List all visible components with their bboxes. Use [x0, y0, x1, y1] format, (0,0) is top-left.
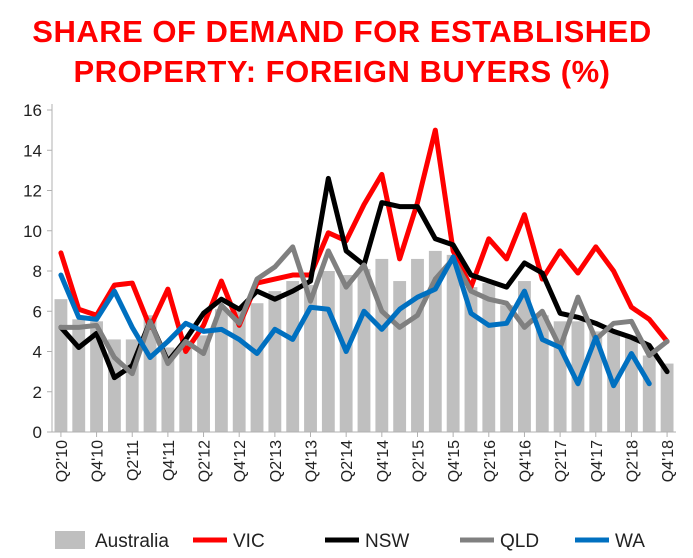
- y-tick-label-4: 4: [33, 343, 42, 362]
- x-tick-label-q4-14: Q4'14: [375, 440, 392, 482]
- chart-legend: Australia VIC NSW QLD WA: [55, 531, 645, 552]
- bar-australia-q4-10: [90, 321, 103, 432]
- bar-australia-q3-12: [214, 309, 228, 432]
- x-tick-label-q4-10: Q4'10: [90, 440, 107, 482]
- bar-australia-q3-15: [428, 250, 442, 433]
- bar-australia-q4-13: [304, 285, 317, 432]
- legend-label-vic: VIC: [233, 531, 265, 552]
- x-tick-label-q4-17: Q4'17: [589, 440, 606, 482]
- x-tick-label-q4-16: Q4'16: [517, 440, 534, 482]
- x-tick-label-q4-13: Q4'13: [304, 440, 321, 482]
- bar-australia-q4-12: [232, 311, 246, 432]
- x-tick-label-q2-15: Q2'15: [410, 440, 427, 482]
- chart-title-line-1: SHARE OF DEMAND FOR ESTABLISHED: [32, 14, 651, 49]
- y-tick-label-12: 12: [23, 182, 42, 201]
- bar-australia-q4-14: [375, 258, 389, 432]
- bar-australia-q1-14: [321, 271, 335, 432]
- series-line-wa: [58, 254, 652, 389]
- x-tick-label-q2-14: Q2'14: [339, 440, 356, 482]
- x-tick-label-q2-17: Q2'17: [553, 440, 570, 482]
- x-tick-label-q2-13: Q2'13: [268, 440, 285, 482]
- y-tick-label-2: 2: [33, 383, 42, 402]
- x-tick-label-q2-16: Q2'16: [482, 440, 499, 482]
- y-tick-label-6: 6: [33, 302, 42, 321]
- y-tick-label-14: 14: [23, 141, 42, 160]
- state-lines: [58, 127, 670, 389]
- x-tick-label-q2-10: Q2'10: [54, 440, 71, 482]
- x-tick-label-q2-11: Q2'11: [125, 440, 142, 481]
- bar-australia-q1-12: [179, 347, 193, 432]
- bar-australia-q4-15: [446, 254, 460, 432]
- x-tick-label-q4-18: Q4'18: [660, 440, 677, 482]
- x-tick-label-q4-12: Q4'12: [232, 440, 249, 482]
- bar-australia-q2-15: [411, 258, 424, 432]
- bar-australia-q3-17: [571, 321, 585, 432]
- australia-bars: [54, 250, 674, 433]
- bar-australia-q4-17: [589, 331, 603, 433]
- bar-australia-q1-16: [464, 287, 478, 432]
- bar-australia-q1-17: [535, 315, 549, 432]
- bar-australia-q3-10: [72, 319, 86, 432]
- bar-australia-q3-18: [642, 355, 656, 432]
- x-tick-label-q4-11: Q4'11: [161, 440, 178, 481]
- bar-australia-q4-11: [161, 347, 175, 432]
- bar-australia-q1-15: [393, 281, 407, 432]
- y-tick-label-0: 0: [33, 423, 42, 442]
- y-tick-label-16: 16: [23, 101, 42, 120]
- legend-swatch-australia: [55, 531, 85, 549]
- legend-label-qld: QLD: [500, 531, 539, 552]
- bar-australia-q3-13: [286, 281, 300, 432]
- chart-axes: 0 2 4 6 8 10 12 14 16 Q2'10 Q4'10 Q2'11 Q4'11 Q2'12 Q4…: [23, 101, 677, 482]
- legend-label-nsw: NSW: [365, 531, 409, 552]
- bar-australia-q3-14: [357, 268, 371, 432]
- y-tick-label-8: 8: [33, 262, 42, 281]
- bar-australia-q2-10: [54, 299, 68, 432]
- bar-australia-q2-18: [625, 335, 638, 432]
- legend-label-wa: WA: [615, 531, 645, 552]
- bar-australia-q4-18: [660, 363, 674, 432]
- bar-australia-q1-13: [250, 303, 264, 432]
- bar-australia-q3-16: [500, 305, 514, 432]
- bar-australia-q2-13: [268, 291, 282, 433]
- bar-australia-q2-12: [197, 335, 210, 432]
- bar-australia-q3-11: [143, 315, 157, 432]
- x-tick-label-q2-12: Q2'12: [197, 440, 214, 482]
- series-line-vic: [58, 127, 670, 354]
- bar-australia-q2-16: [482, 283, 496, 432]
- legend-label-australia: Australia: [95, 531, 169, 552]
- y-tick-label-10: 10: [23, 222, 42, 241]
- x-tick-label-q2-18: Q2'18: [624, 440, 641, 482]
- x-tick-label-q4-15: Q4'15: [446, 440, 463, 482]
- chart-title-line-2: PROPERTY: FOREIGN BUYERS (%): [73, 54, 610, 89]
